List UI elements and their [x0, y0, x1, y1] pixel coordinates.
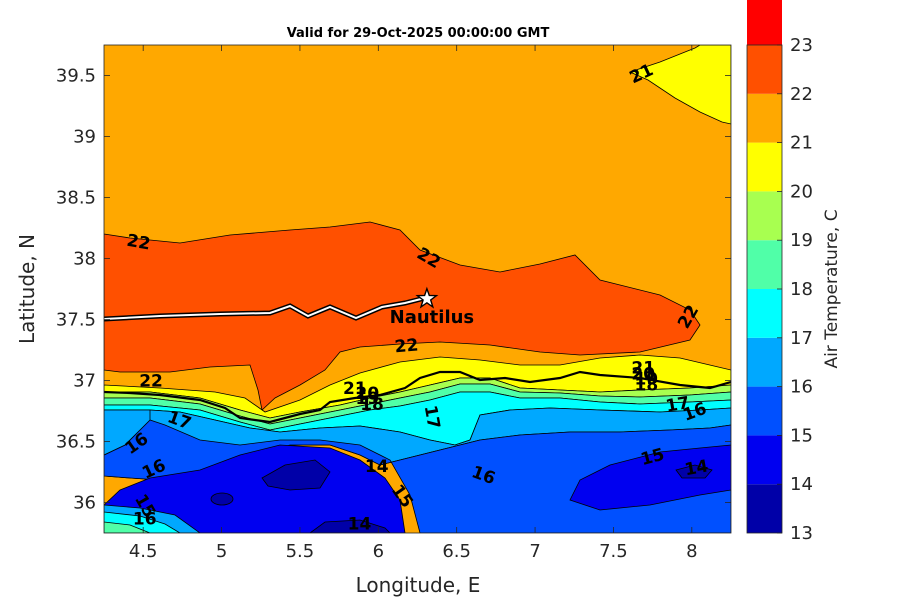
colorbar-swatch	[747, 191, 782, 241]
colorbar-tick-label: 23	[790, 35, 813, 56]
x-axis-title: Longitude, E	[356, 573, 481, 597]
x-tick-label: 4.5	[129, 541, 158, 562]
contour-label: 17	[664, 393, 691, 417]
star-icon	[415, 286, 439, 309]
band-16-17-west	[104, 409, 151, 456]
y-tick-label: 39	[73, 127, 96, 148]
x-tick-label: 6.5	[442, 541, 471, 562]
contour-label: 19	[635, 369, 659, 389]
contour-label: 14	[683, 456, 710, 480]
colorbar-tick-label: 22	[790, 84, 813, 105]
colorbar-swatch	[747, 93, 782, 143]
y-tick-label: 36.5	[56, 432, 96, 453]
colorbar-swatch	[747, 386, 782, 436]
x-tick-label: 7.5	[599, 541, 628, 562]
y-tick-label: 38	[73, 249, 96, 270]
colorbar-swatch	[747, 45, 782, 94]
y-tick-label: 37.5	[56, 310, 96, 331]
contour-label: 20	[356, 384, 380, 404]
band-13-14-east	[675, 464, 713, 479]
x-tick-label: 7	[529, 541, 540, 562]
contour-label: 20	[631, 364, 655, 384]
plot-frame	[103, 44, 732, 534]
x-tick-label: 8	[686, 541, 697, 562]
y-tick-label: 37	[73, 371, 96, 392]
colorbar-swatch	[747, 484, 782, 533]
colorbar-tick-label: 14	[790, 474, 813, 495]
colorbar-tick-label: 19	[790, 230, 813, 251]
colorbar-swatch	[747, 240, 782, 289]
colorbar-tick-label: 16	[790, 377, 813, 398]
x-tick-label: 5.5	[286, 541, 315, 562]
colorbar-tick-label: 21	[790, 133, 813, 154]
y-tick-label: 39.5	[56, 66, 96, 87]
band-14-15-east	[569, 444, 731, 511]
colorbar-tick-label: 15	[790, 425, 813, 446]
band-13-14-central	[261, 459, 331, 491]
contour-label: 22	[394, 335, 419, 357]
x-tick-label: 5	[216, 541, 227, 562]
band-20-21-northeast	[628, 45, 731, 125]
contour-label: 18	[635, 375, 659, 395]
chart-title: Valid for 29-Oct-2025 00:00:00 GMT	[287, 26, 550, 41]
colorbar-swatch	[747, 142, 782, 192]
marker-label: Nautilus	[390, 307, 475, 328]
x-tick-label: 6	[373, 541, 384, 562]
x-axis: 4.5 5 5.5 6 6.5 7 7.5 8	[129, 45, 698, 562]
contour-field	[104, 45, 731, 533]
contour-label: 14	[348, 514, 372, 534]
contour-label: 19	[356, 389, 380, 409]
colorbar-tick-label: 20	[790, 181, 813, 202]
colorbar-swatch	[747, 337, 782, 387]
contour-label: 16	[133, 510, 157, 530]
contour-label: 18	[360, 395, 384, 415]
band-bottom-left-18-19	[104, 521, 151, 533]
band-14-15-southwest	[104, 444, 406, 533]
vessel-track	[104, 297, 426, 320]
contour-label: 21	[343, 379, 367, 399]
colorbar: 13 14 15 16 17 18 19 20 21 22 23	[746, 0, 813, 544]
y-axis: 36 36.5 37 37.5 38 38.5 39 39.5	[56, 66, 731, 514]
y-tick-label: 38.5	[56, 188, 96, 209]
coastline	[104, 370, 731, 424]
colorbar-swatch	[747, 289, 782, 338]
contour-label: 22	[125, 231, 152, 255]
band-13-14-south	[309, 519, 391, 533]
contour-label: 21	[631, 358, 655, 378]
colorbar-tick-label: 18	[790, 279, 813, 300]
nautilus-marker: Nautilus	[390, 286, 475, 328]
y-tick-label: 36	[73, 493, 96, 514]
colorbar-title: Air Temperature, C	[822, 209, 842, 368]
colorbar-tick-label: 13	[790, 523, 813, 544]
band-13-14-small	[210, 492, 234, 506]
contour-label: 14	[365, 457, 389, 477]
contour-label: 17	[420, 404, 444, 431]
y-axis-title: Latitude, N	[15, 234, 39, 344]
band-22-23-central	[104, 221, 701, 411]
colorbar-tick-label: 17	[790, 328, 813, 349]
contour-label: 22	[139, 372, 163, 392]
colorbar-swatch	[747, 0, 782, 45]
colorbar-swatch	[747, 435, 782, 485]
